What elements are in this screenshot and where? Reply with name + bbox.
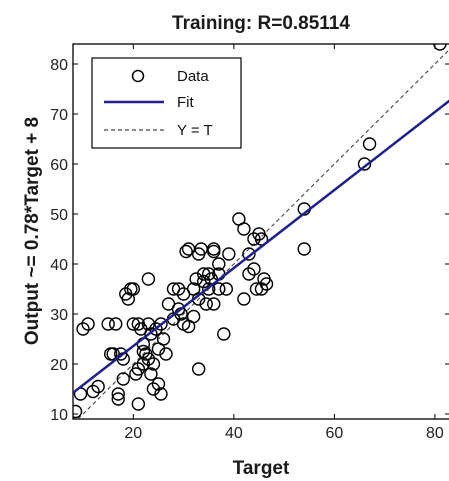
data-point (144, 327, 158, 341)
legend-data-marker (131, 69, 145, 83)
data-point (146, 382, 161, 396)
data-point (86, 384, 100, 399)
data-point (136, 357, 151, 371)
data-point (242, 267, 256, 281)
y-tick-label: 70 (50, 107, 68, 124)
data-point (76, 322, 90, 336)
data-point (141, 272, 156, 286)
data-point (207, 297, 221, 311)
data-point (259, 277, 274, 291)
data-point (191, 362, 206, 376)
data-point (73, 404, 83, 419)
y-tick-label: 40 (50, 257, 68, 274)
data-point (109, 317, 123, 331)
data-point (159, 347, 173, 361)
fit-line (73, 99, 449, 394)
data-point (91, 379, 105, 394)
data-point (212, 282, 226, 296)
identity-line (77, 49, 449, 419)
data-point (101, 317, 115, 331)
x-tick-label: 20 (124, 425, 142, 442)
data-point (126, 317, 141, 331)
legend-yt-label: Y = T (177, 122, 213, 139)
legend-data-label: Data (177, 68, 209, 85)
y-tick-label: 50 (50, 207, 68, 224)
data-point (171, 282, 186, 296)
data-point (196, 267, 211, 281)
data-point (141, 352, 156, 366)
legend-fit-label: Fit (177, 94, 194, 111)
y-tick-label: 20 (50, 357, 68, 374)
data-point (222, 247, 236, 261)
x-tick-label: 60 (325, 425, 343, 442)
data-point (131, 397, 146, 411)
data-point (149, 322, 163, 336)
y-tick-label: 10 (50, 407, 68, 424)
y-tick-label: 60 (50, 157, 68, 174)
data-point (189, 272, 203, 286)
data-point (297, 242, 311, 256)
data-point (196, 274, 211, 289)
data-point (247, 232, 261, 246)
data-point (186, 309, 201, 324)
y-axis-label: Output ~= 0.78*Target + 8 (22, 117, 43, 345)
data-point (154, 387, 168, 401)
data-point (151, 377, 166, 391)
data-point (212, 257, 226, 271)
y-tick-label: 30 (50, 307, 68, 324)
data-point (217, 327, 231, 341)
x-tick-label: 80 (426, 425, 444, 442)
data-point (126, 282, 141, 296)
data-point (156, 332, 171, 346)
data-point (131, 362, 146, 376)
data-point (154, 317, 168, 331)
data-point (237, 222, 251, 236)
x-tick-label: 40 (225, 425, 243, 442)
data-point (433, 44, 447, 51)
data-point (146, 357, 161, 371)
data-point (81, 317, 95, 331)
data-point (116, 372, 130, 386)
data-point (199, 297, 213, 311)
data-point (111, 392, 125, 406)
chart-title: Training: R=0.85114 (172, 13, 350, 34)
data-point (111, 387, 125, 401)
y-tick-label: 80 (50, 57, 68, 74)
data-point (254, 282, 269, 296)
legend: Data Fit Y = T (91, 57, 242, 149)
data-point (207, 244, 221, 259)
data-point (202, 282, 216, 296)
data-point (144, 367, 158, 381)
data-point (357, 157, 372, 171)
data-point (219, 282, 234, 296)
data-point (237, 292, 251, 306)
data-point (242, 247, 256, 261)
data-point (247, 262, 261, 276)
data-point (179, 244, 193, 259)
data-point (362, 137, 377, 151)
x-axis-label: Target (233, 458, 290, 479)
